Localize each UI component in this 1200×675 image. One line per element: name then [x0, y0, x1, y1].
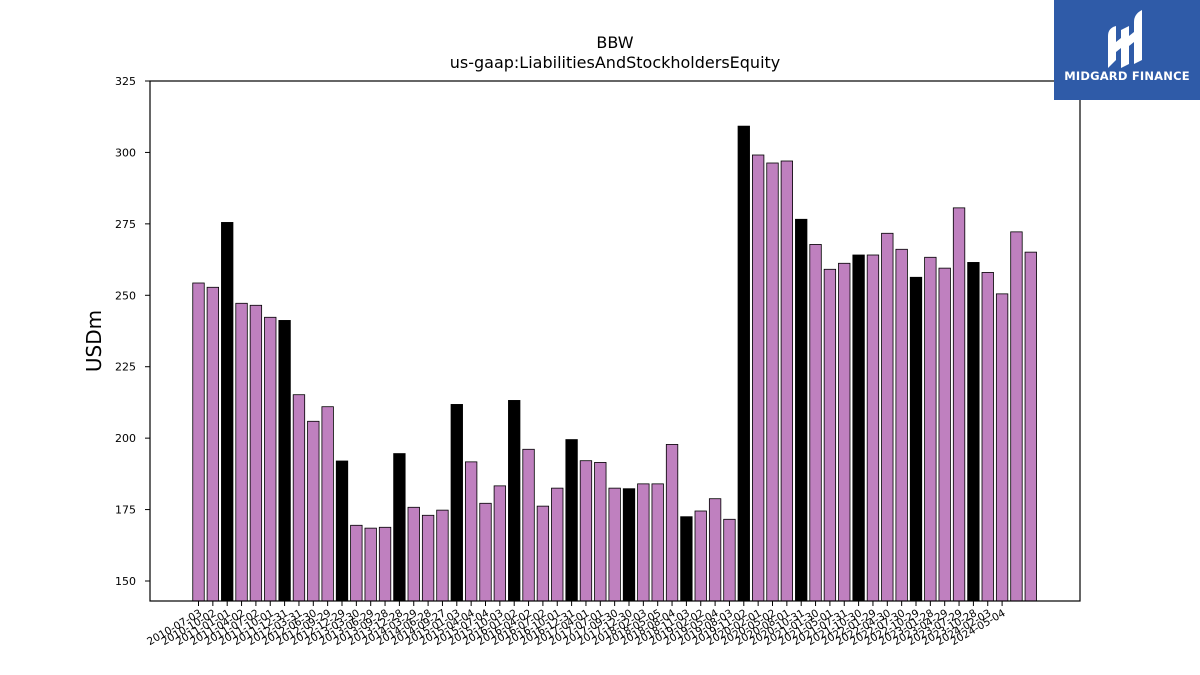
bar-2018-08-04 [665, 444, 679, 602]
y-tick-label: 200 [115, 432, 136, 445]
bar-2017-04-01 [579, 460, 593, 602]
y-tick-label: 225 [115, 361, 136, 374]
bar-2012-12-29 [335, 460, 349, 602]
bar-2011-04-02 [235, 302, 248, 602]
bar-2012-06-30 [307, 420, 320, 602]
bar-2013-03-30 [350, 524, 363, 602]
bar-2020-05-02 [766, 162, 779, 602]
bar-2016-12-31 [565, 439, 578, 602]
bar-2017-07-01 [594, 462, 607, 602]
bar-2024-02-03 [981, 272, 994, 602]
bar-2013-06-29 [364, 527, 377, 602]
y-tick-label: 175 [115, 504, 136, 517]
bar-2017-09-30 [608, 487, 621, 602]
y-tick-label: 150 [115, 575, 136, 588]
bar-2011-10-01 [264, 316, 277, 602]
bar-2023-04-29 [938, 267, 951, 602]
bar-2023-07-29 [952, 207, 966, 602]
bar-2013-12-28 [393, 453, 406, 602]
bar-58 [1024, 251, 1037, 602]
bar-2018-05-05 [651, 483, 664, 602]
bar-2016-07-02 [536, 505, 550, 602]
x-axis-ticks: 2010-07-032010-10-022011-01-012011-04-02… [145, 601, 1008, 648]
plot-frame [149, 80, 1081, 602]
bar-2021-07-31 [838, 262, 851, 602]
bar-2016-01-02 [508, 400, 521, 602]
bar-2011-07-02 [249, 304, 263, 602]
y-axis-label: USDm [82, 310, 106, 372]
midgard-logo-icon [1108, 10, 1142, 68]
bar-2023-10-28 [967, 262, 980, 602]
bar-2021-01-30 [809, 244, 822, 602]
bar-2011-12-31 [278, 320, 291, 602]
bar-2012-03-31 [292, 394, 306, 602]
bar-2019-02-02 [694, 510, 707, 602]
bar-2021-10-30 [852, 254, 865, 602]
bar-2018-02-03 [637, 483, 650, 602]
bar-2010-10-02 [206, 286, 220, 602]
bar-series [192, 125, 1037, 602]
logo-text: MIDGARD FINANCE [1064, 69, 1190, 83]
bar-2012-09-29 [321, 406, 334, 602]
bar-2020-02-01 [752, 154, 765, 602]
midgard-finance-logo: MIDGARD FINANCE [1054, 0, 1200, 100]
bar-2023-01-28 [924, 256, 937, 602]
bar-2013-09-28 [378, 526, 392, 602]
bar-2014-06-28 [421, 514, 435, 602]
bar-57 [1010, 231, 1023, 602]
bar-2019-05-04 [708, 498, 722, 602]
bar-2024-05-04 [995, 293, 1009, 602]
bar-2020-10-31 [795, 218, 808, 602]
bar-2010-07-03 [192, 282, 205, 602]
bar-2015-01-03 [450, 404, 463, 602]
y-tick-label: 275 [115, 218, 136, 231]
bar-2015-07-04 [479, 502, 492, 602]
bar-2022-10-29 [909, 276, 923, 602]
bar-2019-11-02 [737, 125, 750, 602]
bar-2018-11-03 [680, 516, 693, 602]
chart-title: BBW [596, 33, 633, 52]
y-tick-label: 325 [115, 75, 136, 88]
bar-2019-08-03 [723, 518, 736, 602]
bar-2020-08-01 [780, 160, 793, 602]
bar-2015-04-04 [464, 461, 478, 602]
bar-2022-07-30 [895, 248, 908, 602]
bar-2014-03-29 [407, 506, 420, 602]
bar-2022-01-29 [866, 254, 880, 602]
chart-subtitle: us-gaap:LiabilitiesAndStockholdersEquity [450, 53, 781, 72]
bar-2017-12-30 [622, 488, 636, 602]
bar-2022-04-30 [881, 232, 894, 602]
bar-2015-10-03 [493, 485, 507, 602]
bar-2011-01-01 [221, 222, 234, 602]
bar-2014-09-27 [436, 509, 449, 602]
y-tick-label: 250 [115, 289, 136, 302]
y-tick-label: 300 [115, 146, 136, 159]
bar-2016-04-02 [522, 448, 535, 602]
bar-2021-05-01 [823, 268, 837, 602]
y-axis-ticks: 150 175 200 225 250 275 300 325 [115, 75, 150, 588]
bar-2016-10-01 [551, 487, 564, 602]
